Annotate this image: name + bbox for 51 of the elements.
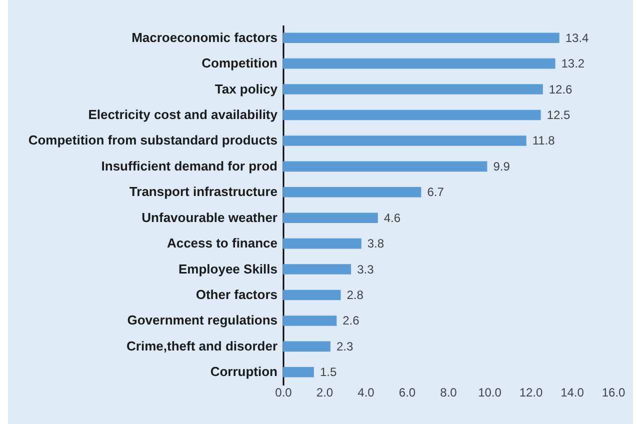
data-label: 9.9 bbox=[493, 159, 510, 174]
bar bbox=[283, 110, 541, 120]
x-tick-label: 6.0 bbox=[398, 386, 416, 400]
data-label: 2.6 bbox=[342, 314, 360, 328]
data-label: 13.2 bbox=[561, 56, 585, 71]
x-tick-label: 2.0 bbox=[316, 386, 334, 400]
data-label: 12.5 bbox=[546, 108, 570, 122]
bar bbox=[283, 212, 378, 223]
y-tick-label: Employee Skills bbox=[178, 261, 278, 276]
x-tick-label: 4.0 bbox=[358, 386, 375, 400]
y-tick-label: Corruption bbox=[210, 364, 278, 380]
y-tick-label: Competition from substandard products bbox=[28, 132, 278, 148]
y-tick-label: Transport infrastructure bbox=[129, 184, 278, 200]
bar bbox=[283, 316, 337, 326]
data-label: 1.5 bbox=[320, 365, 337, 380]
bar bbox=[283, 32, 560, 43]
x-tick-label: 10.0 bbox=[478, 386, 502, 400]
data-label: 3.8 bbox=[367, 236, 384, 251]
data-label: 11.8 bbox=[532, 134, 556, 148]
bar bbox=[283, 238, 362, 249]
y-tick-label: Insufficient demand for prod bbox=[101, 158, 278, 174]
bar bbox=[283, 290, 341, 300]
y-tick-label: Competition bbox=[202, 56, 278, 71]
bar bbox=[283, 58, 556, 69]
data-label: 3.3 bbox=[357, 262, 374, 276]
bar bbox=[283, 367, 314, 378]
y-tick-label: Other factors bbox=[196, 287, 278, 302]
x-tick-label: 8.0 bbox=[440, 386, 458, 400]
y-tick-label: Macroeconomic factors bbox=[132, 30, 278, 45]
bar bbox=[283, 136, 526, 146]
y-tick-label: Tax policy bbox=[214, 81, 278, 96]
data-label: 12.6 bbox=[548, 82, 573, 96]
x-tick-label: 14.0 bbox=[560, 386, 584, 400]
y-tick-label: Electricity cost and availability bbox=[88, 107, 278, 122]
data-label: 2.8 bbox=[346, 288, 364, 302]
data-label: 6.7 bbox=[427, 185, 444, 200]
data-label: 13.4 bbox=[565, 30, 590, 45]
bar bbox=[283, 84, 543, 94]
x-tick-label: 0.0 bbox=[275, 386, 292, 400]
bar bbox=[283, 264, 352, 274]
y-tick-label: Access to finance bbox=[166, 236, 278, 251]
y-tick-label: Unfavourable weather bbox=[142, 210, 278, 225]
bar bbox=[283, 187, 422, 198]
data-label: 2.3 bbox=[336, 339, 354, 354]
x-tick-label: 12.0 bbox=[519, 386, 543, 400]
bar bbox=[283, 341, 330, 352]
x-tick-label: 16.0 bbox=[602, 386, 626, 400]
y-tick-label: Crime,theft and disorder bbox=[126, 338, 278, 354]
data-label: 4.6 bbox=[384, 210, 401, 225]
y-tick-label: Government regulations bbox=[127, 312, 278, 328]
bar bbox=[283, 161, 488, 172]
